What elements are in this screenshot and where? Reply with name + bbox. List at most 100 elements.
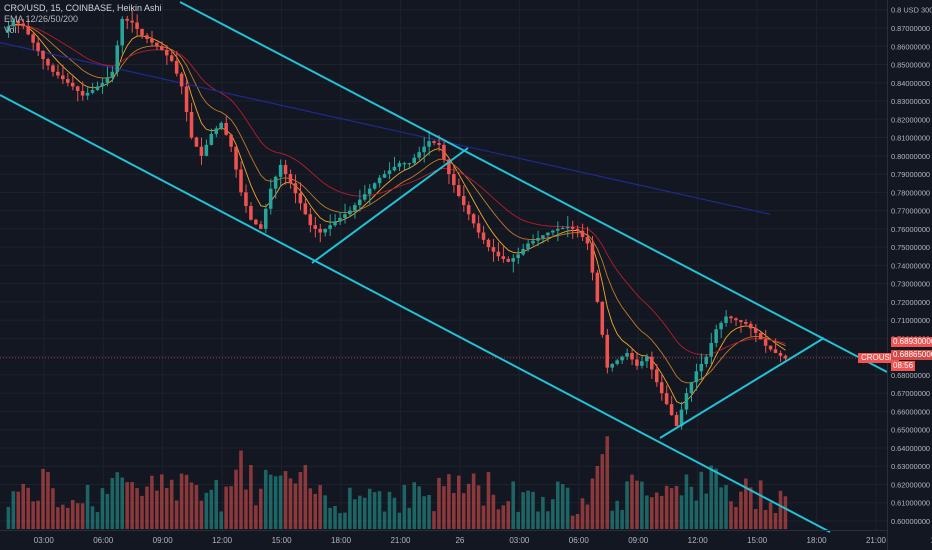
symbol-price-tag: CROUSD	[858, 353, 899, 363]
time-axis-border	[0, 530, 888, 531]
volume-bar	[56, 507, 60, 529]
y-tick-label: 0.67000000	[891, 389, 930, 398]
vol-legend[interactable]: Vol	[4, 25, 17, 35]
candle-body	[135, 22, 139, 29]
candle-body	[452, 174, 456, 186]
lower-channel-line	[0, 94, 831, 533]
volume-bar	[763, 509, 768, 529]
volume-bar	[367, 488, 372, 529]
volume-bar	[778, 490, 783, 529]
y-tick-label: 0.72000000	[891, 298, 930, 307]
volume-bar	[333, 505, 337, 529]
candle-body	[620, 356, 624, 361]
volume-bar	[105, 493, 110, 529]
volume-bar	[234, 469, 238, 529]
candle-body	[283, 164, 288, 175]
y-tick-label: 0.86000000	[891, 42, 930, 51]
volume-bar	[471, 473, 476, 529]
candle-body	[313, 225, 318, 229]
y-tick-label: 0.82000000	[891, 115, 930, 124]
candle-body	[506, 258, 511, 262]
candle-body	[348, 210, 352, 215]
inner-support-line-2	[659, 337, 825, 439]
chart-grid	[0, 0, 887, 530]
volume-bar	[546, 511, 550, 529]
candle-body	[377, 177, 382, 184]
candle-body	[625, 353, 629, 357]
volume-bar	[169, 479, 174, 529]
candle-body	[442, 144, 446, 160]
candle-body	[120, 18, 124, 46]
candle-body	[555, 228, 560, 231]
candle-body	[417, 152, 421, 158]
candle-body	[268, 188, 273, 209]
symbol-legend[interactable]: CRO/USD, 15, COINBASE, Heikin Ashi	[4, 3, 162, 13]
candle-body	[669, 404, 674, 416]
candle-body	[531, 240, 535, 244]
volume-bar	[516, 511, 520, 529]
volume-bar	[328, 507, 332, 529]
volume-bar	[407, 507, 412, 529]
volume-bar	[447, 474, 451, 529]
ema-legend[interactable]: EMA 12/26/50/200	[4, 14, 79, 24]
volume-bar	[456, 475, 461, 529]
volume-bar	[585, 504, 590, 529]
candle-body	[709, 342, 713, 357]
volume-bar	[75, 503, 80, 529]
volume-bar	[699, 471, 704, 529]
volume-bar	[605, 436, 610, 529]
volume-bar	[461, 493, 466, 529]
volume-bar	[620, 509, 624, 529]
volume-bar	[85, 484, 90, 529]
candle-body	[115, 45, 120, 72]
candle-body	[496, 251, 501, 257]
volume-bar	[348, 487, 352, 529]
volume-bar	[254, 505, 258, 529]
volume-bar	[41, 468, 45, 529]
candle-body	[580, 230, 585, 238]
volume-bar	[338, 513, 342, 529]
candle-body	[70, 82, 75, 87]
volume-bar	[382, 511, 387, 529]
candle-body	[749, 323, 753, 329]
volume-bar	[115, 472, 120, 529]
ema-200-line	[0, 42, 771, 215]
volume-bar	[303, 465, 308, 529]
x-tick-label: 21:00	[390, 536, 411, 545]
volume-bar	[21, 483, 25, 529]
candle-body	[570, 227, 575, 229]
volume-bar	[491, 494, 496, 529]
candle-body	[560, 227, 565, 230]
candle-body	[105, 77, 110, 83]
candle-body	[249, 206, 253, 220]
candle-body	[645, 356, 649, 362]
candle-body	[209, 133, 214, 145]
volume-bar	[263, 469, 268, 529]
bar-countdown: 08:56	[891, 361, 916, 371]
volume-bar	[358, 495, 362, 529]
volume-bar	[645, 495, 649, 529]
volume-bar	[155, 490, 159, 529]
candle-body	[234, 146, 238, 170]
volume-bar	[689, 486, 694, 529]
candle-body	[724, 316, 728, 323]
volume-bar	[580, 498, 585, 529]
x-tick-label: 09:00	[153, 536, 174, 545]
candle-body	[402, 163, 407, 165]
candle-body	[130, 20, 134, 23]
candle-body	[372, 183, 377, 189]
candle-body	[640, 361, 644, 366]
y-tick-label: 0.81000000	[891, 134, 930, 143]
y-tick-label: 0.83000000	[891, 97, 930, 106]
candle-body	[684, 393, 689, 410]
y-tick-label: 0.8 USD 300	[891, 6, 932, 15]
y-tick-label: 0.78000000	[891, 188, 930, 197]
y-tick-label: 0.68000000	[891, 371, 930, 380]
candle-body	[427, 141, 431, 147]
ema-lines	[0, 23, 786, 405]
volume-bar	[442, 486, 446, 529]
candle-body	[65, 79, 70, 83]
candle-body	[753, 328, 758, 333]
volume-bar	[625, 481, 629, 529]
